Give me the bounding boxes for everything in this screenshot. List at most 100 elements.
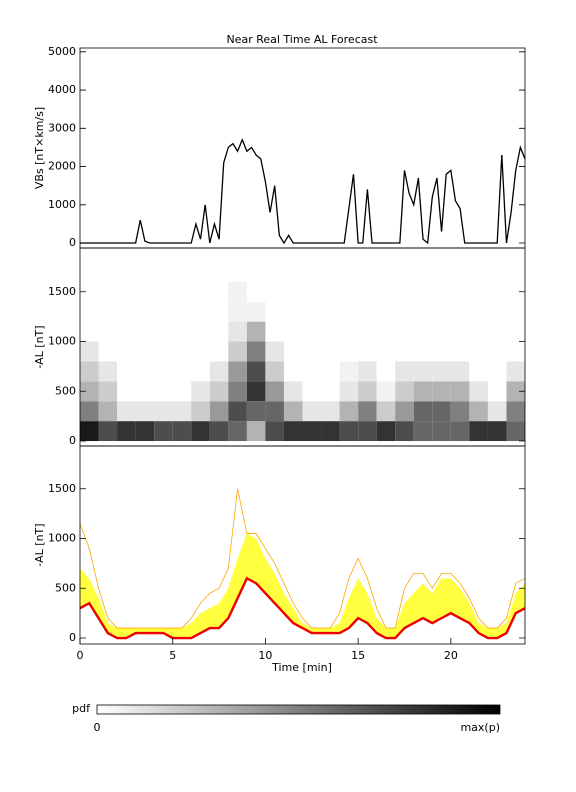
- heat-cell: [283, 301, 303, 322]
- heat-cell: [191, 421, 210, 442]
- heat-cell: [117, 401, 136, 422]
- y-tick-label: 1500: [48, 285, 76, 298]
- heat-cell: [450, 401, 470, 422]
- heat-cell: [154, 381, 173, 402]
- heat-cell: [265, 321, 284, 342]
- heat-cell: [432, 421, 451, 442]
- heat-cell: [80, 341, 99, 362]
- heat-cell: [191, 361, 210, 382]
- heat-cell: [228, 321, 247, 342]
- x-tick-label: 15: [351, 649, 365, 662]
- heat-cell: [80, 321, 99, 342]
- heat-cell: [450, 281, 470, 302]
- x-axis-label: Time [min]: [271, 661, 332, 674]
- heat-cell: [506, 361, 525, 382]
- colorbar: [96, 704, 501, 715]
- heat-cell: [228, 341, 247, 362]
- heat-cell: [265, 301, 284, 322]
- heat-cell: [413, 401, 433, 422]
- y-tick-label: 1000: [48, 532, 76, 545]
- band-area: [80, 533, 525, 639]
- heat-cell: [469, 381, 488, 402]
- heat-cell: [209, 341, 229, 362]
- heat-cell: [395, 361, 414, 382]
- heat-cell: [450, 361, 470, 382]
- heat-cell: [376, 361, 396, 382]
- heat-cell: [432, 361, 451, 382]
- heat-cell: [376, 341, 396, 362]
- x-tick-label: 5: [169, 649, 176, 662]
- heat-cell: [487, 301, 507, 322]
- heat-cell: [154, 421, 173, 442]
- heat-cell: [432, 381, 451, 402]
- heat-cell: [98, 341, 118, 362]
- heat-cell: [358, 361, 377, 382]
- plot-frame: [79, 445, 526, 645]
- heat-cell: [506, 401, 525, 422]
- heat-cell: [395, 381, 414, 402]
- heat-cell: [265, 401, 284, 422]
- heat-cell: [265, 421, 284, 442]
- heat-cell: [506, 281, 525, 302]
- heat-cell: [469, 361, 488, 382]
- heat-cell: [246, 401, 266, 422]
- y-tick-label: 1500: [48, 482, 76, 495]
- heat-cell: [302, 321, 322, 342]
- heat-cell: [283, 321, 303, 342]
- heat-cell: [80, 281, 99, 302]
- heat-cell: [191, 281, 210, 302]
- heat-cell: [432, 281, 451, 302]
- heat-cell: [376, 321, 396, 342]
- heat-cell: [154, 341, 173, 362]
- heat-cell: [432, 341, 451, 362]
- heat-cell: [469, 341, 488, 362]
- heat-cell: [80, 361, 99, 382]
- heat-cell: [506, 421, 525, 442]
- heat-cell: [191, 381, 210, 402]
- heat-cell: [339, 401, 359, 422]
- heat-cell: [358, 401, 377, 422]
- heat-cell: [154, 281, 173, 302]
- heat-cell: [117, 421, 136, 442]
- heat-cell: [339, 281, 359, 302]
- heat-cell: [228, 401, 247, 422]
- heat-cell: [228, 361, 247, 382]
- heat-cell: [172, 281, 192, 302]
- heat-cell: [135, 401, 155, 422]
- heat-cell: [358, 321, 377, 342]
- heat-cell: [80, 401, 99, 422]
- heat-cell: [154, 361, 173, 382]
- heat-cell: [395, 421, 414, 442]
- heat-cell: [246, 381, 266, 402]
- heat-cell: [246, 421, 266, 442]
- heat-cell: [228, 301, 247, 322]
- heat-cell: [339, 301, 359, 322]
- heat-cell: [117, 301, 136, 322]
- heat-cell: [506, 341, 525, 362]
- heat-cell: [154, 321, 173, 342]
- heat-cell: [413, 341, 433, 362]
- heat-cell: [321, 321, 340, 342]
- heat-cell: [339, 421, 359, 442]
- colorbar-label: pdf: [72, 702, 91, 715]
- heat-cell: [413, 361, 433, 382]
- heat-cell: [321, 401, 340, 422]
- heat-cell: [413, 281, 433, 302]
- y-tick-label: 0: [69, 631, 76, 644]
- heat-cell: [487, 401, 507, 422]
- heat-cell: [135, 361, 155, 382]
- heat-cell: [283, 421, 303, 442]
- heat-cell: [413, 321, 433, 342]
- heat-cell: [395, 341, 414, 362]
- heat-cell: [246, 341, 266, 362]
- heat-cell: [191, 321, 210, 342]
- heat-cell: [339, 321, 359, 342]
- colorbar-min: 0: [94, 721, 101, 734]
- heat-cell: [432, 301, 451, 322]
- heat-cell: [172, 341, 192, 362]
- heat-cell: [265, 361, 284, 382]
- heat-cell: [376, 421, 396, 442]
- heat-cell: [376, 381, 396, 402]
- heat-cell: [302, 421, 322, 442]
- heat-cell: [209, 381, 229, 402]
